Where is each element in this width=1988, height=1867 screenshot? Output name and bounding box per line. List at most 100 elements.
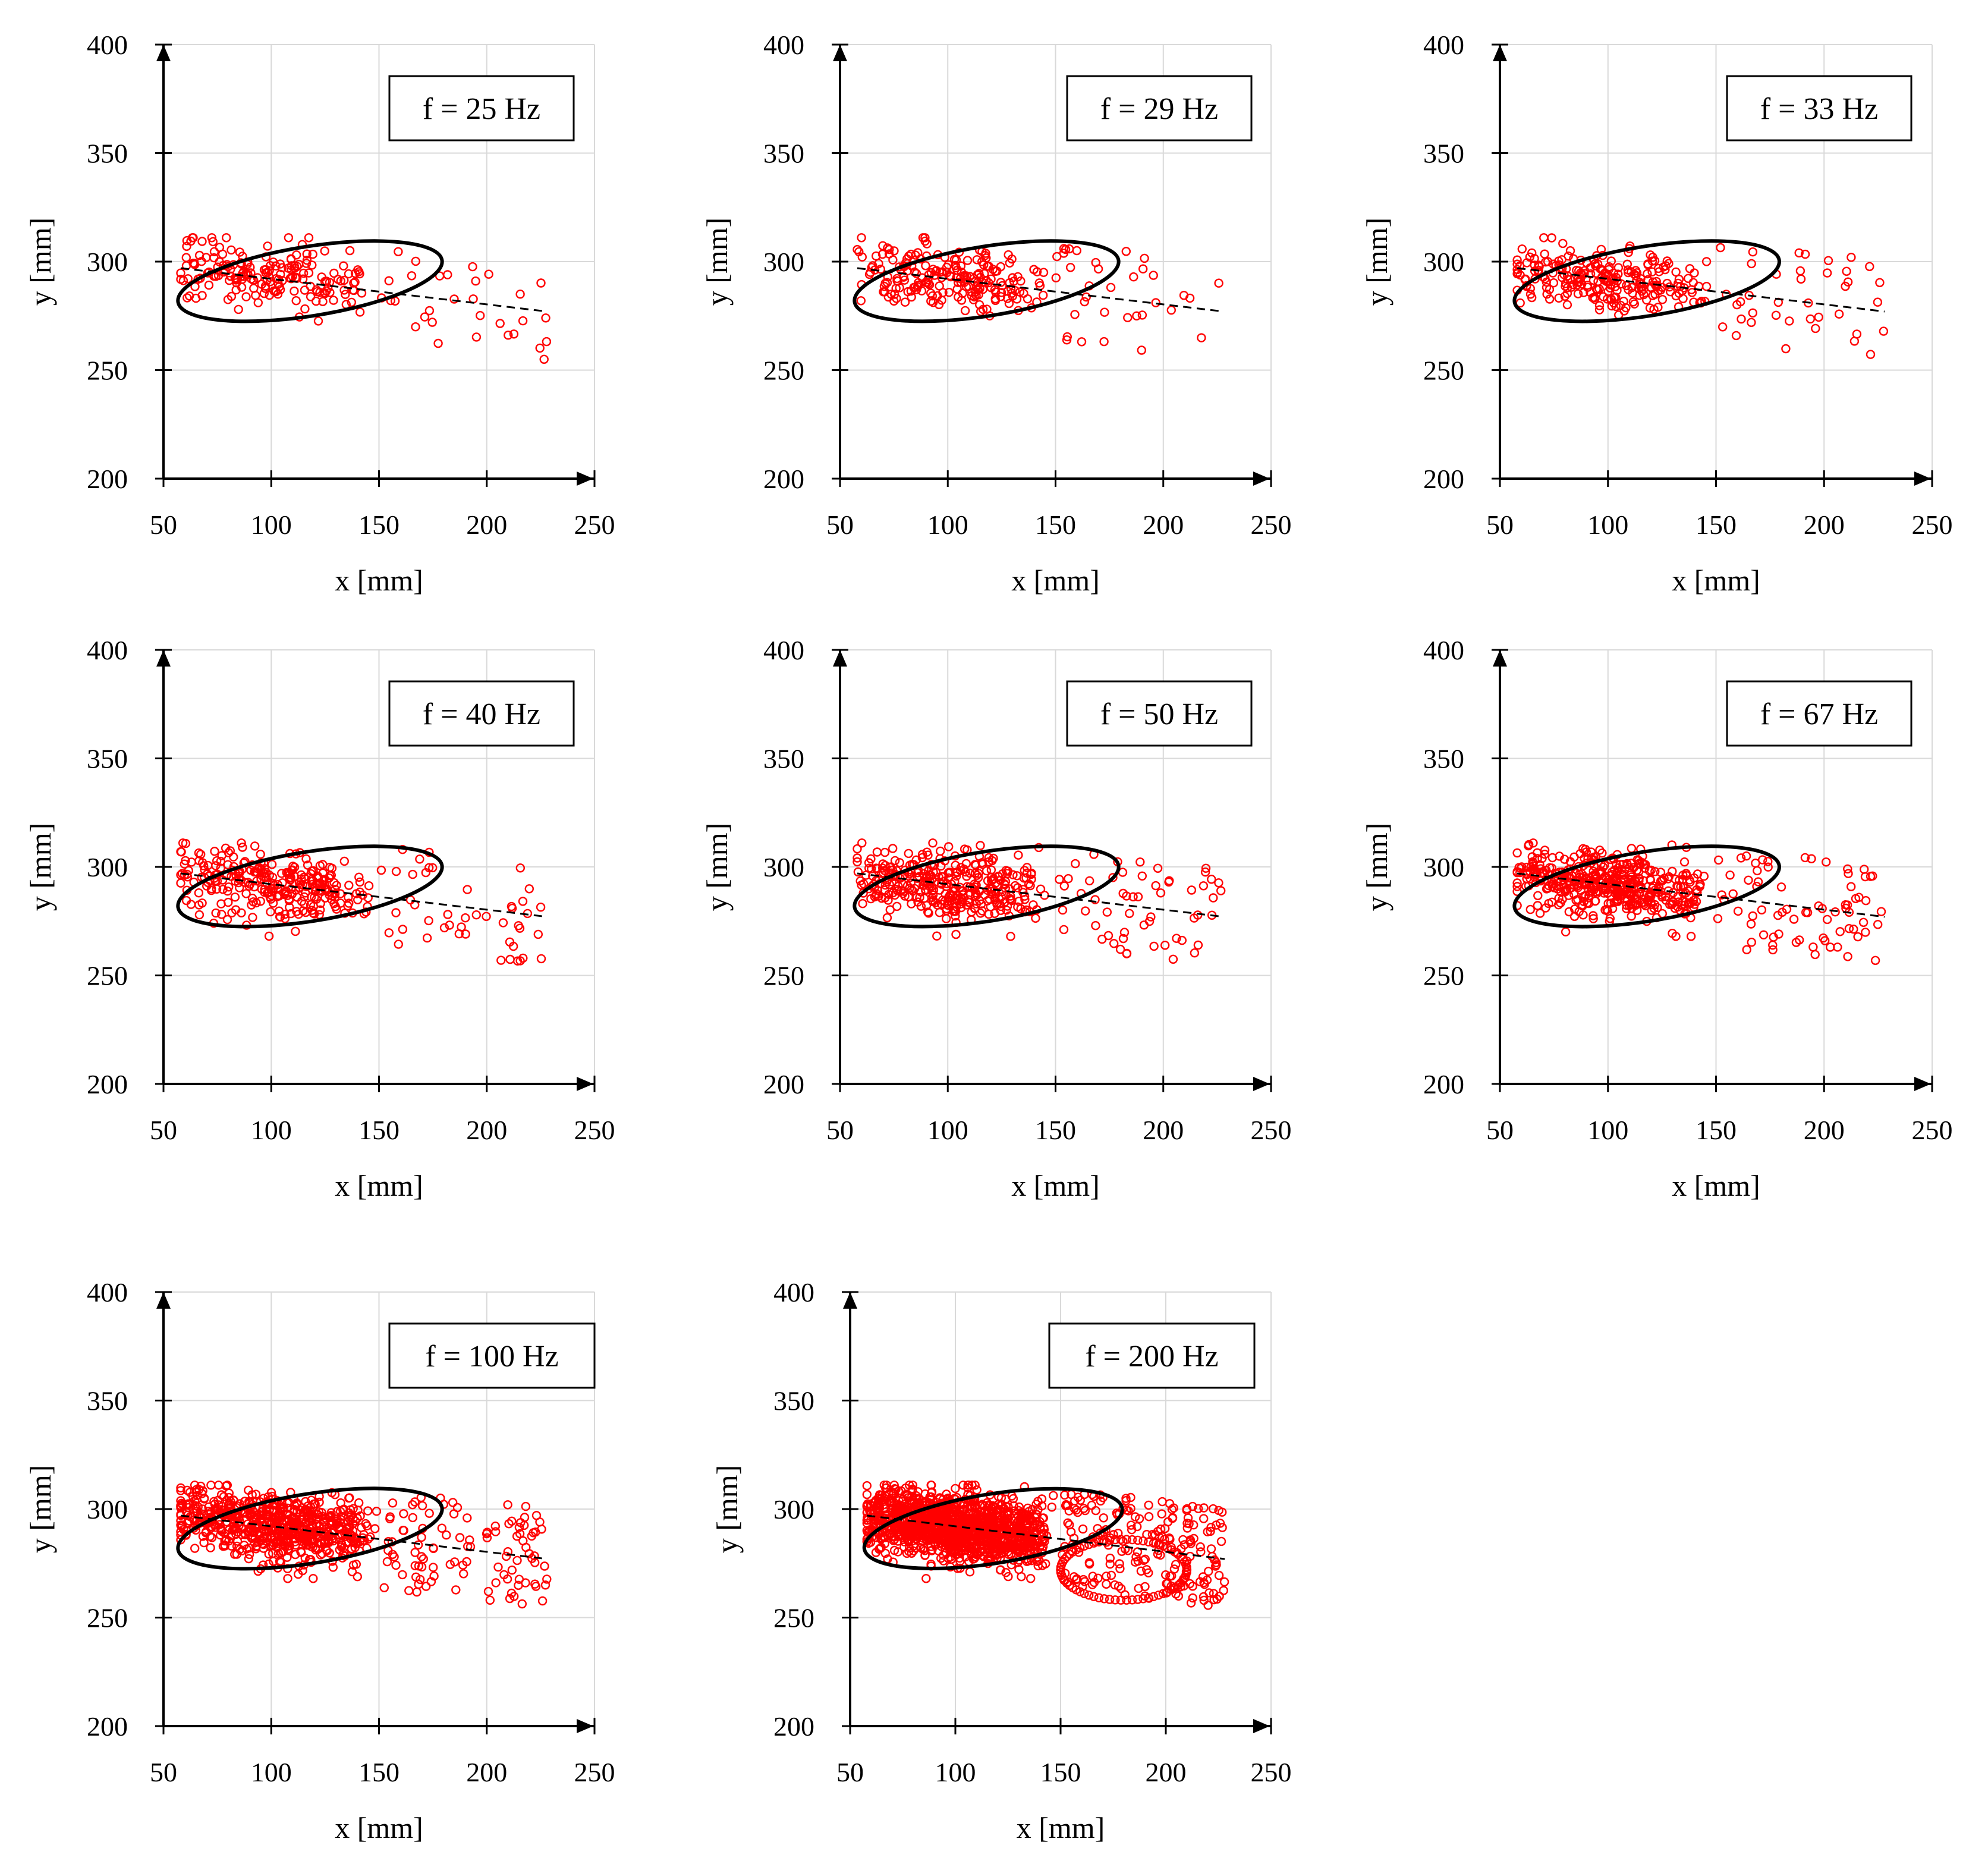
data-point	[1062, 335, 1072, 345]
data-point	[1547, 233, 1556, 243]
data-point	[1558, 238, 1568, 249]
x-tick-label: 200	[466, 510, 507, 540]
data-point	[1196, 1542, 1205, 1552]
data-point	[1588, 914, 1598, 923]
frequency-label: f = 40 Hz	[423, 697, 540, 731]
data-point	[1151, 298, 1160, 307]
data-point	[1590, 872, 1600, 882]
y-tick-label: 300	[763, 852, 804, 882]
data-point	[277, 869, 287, 878]
data-point	[249, 284, 259, 293]
data-point	[900, 297, 910, 307]
data-point	[524, 884, 534, 894]
data-point	[304, 268, 314, 278]
data-point	[1029, 265, 1039, 274]
data-point	[853, 844, 862, 854]
data-point	[853, 857, 862, 867]
data-point	[178, 276, 188, 285]
data-point	[1693, 888, 1702, 897]
data-point	[308, 249, 317, 259]
data-point	[484, 269, 493, 279]
data-point	[965, 868, 974, 878]
x-tick-label: 250	[1251, 1115, 1292, 1145]
data-point	[449, 294, 459, 304]
data-point	[332, 881, 341, 890]
data-point	[1847, 253, 1856, 262]
data-point	[298, 268, 309, 278]
data-point	[1686, 932, 1696, 941]
y-axis-title: y [mm]	[700, 823, 734, 912]
data-point	[1641, 295, 1652, 305]
y-axis-title: y [mm]	[1360, 823, 1394, 912]
data-point	[1843, 277, 1853, 287]
data-point	[1058, 905, 1068, 915]
data-point	[384, 276, 394, 285]
data-point	[888, 255, 898, 265]
data-point	[391, 866, 401, 876]
x-tick-label: 50	[826, 510, 854, 540]
x-axis-title: x [mm]	[335, 1169, 423, 1202]
data-point	[1078, 1524, 1088, 1534]
y-tick-label: 300	[1423, 852, 1464, 882]
data-point	[1801, 907, 1811, 917]
data-point	[471, 910, 481, 920]
data-point	[329, 268, 339, 278]
data-point	[1517, 244, 1527, 254]
data-point	[1668, 928, 1677, 938]
data-point	[1216, 886, 1226, 895]
data-point	[210, 847, 219, 856]
data-point	[253, 298, 263, 307]
data-point	[894, 881, 903, 891]
data-point	[874, 891, 883, 901]
y-axis-arrow	[156, 45, 171, 61]
data-point	[422, 933, 432, 943]
data-point	[428, 863, 438, 873]
data-point	[518, 316, 528, 326]
data-point	[1047, 1503, 1057, 1512]
data-point	[268, 872, 278, 882]
data-point	[261, 265, 270, 275]
data-point	[1530, 254, 1539, 263]
y-tick-label: 200	[763, 464, 804, 494]
y-tick-label: 350	[87, 744, 128, 774]
data-point	[1875, 278, 1885, 287]
data-point	[1168, 954, 1178, 964]
data-point	[853, 853, 862, 863]
data-point	[415, 854, 424, 864]
data-point	[888, 844, 898, 853]
y-tick-label: 300	[1423, 247, 1464, 277]
data-point	[1811, 323, 1820, 334]
data-point	[1648, 884, 1657, 893]
data-point	[1540, 249, 1549, 259]
data-point	[507, 901, 517, 912]
data-point	[234, 304, 243, 315]
data-point	[495, 319, 505, 328]
data-point	[1565, 246, 1575, 256]
data-point	[1515, 261, 1525, 271]
confidence-ellipse	[853, 239, 1121, 323]
y-axis-arrow	[1493, 45, 1507, 61]
data-point	[944, 288, 954, 297]
data-point	[987, 890, 997, 900]
data-point	[1876, 907, 1886, 916]
trend-line	[1517, 267, 1885, 313]
data-point	[313, 316, 323, 326]
data-point	[1611, 301, 1621, 312]
data-point	[964, 897, 973, 907]
data-point	[1646, 889, 1656, 899]
data-point	[1545, 285, 1555, 294]
data-point	[1835, 927, 1845, 936]
data-point	[1612, 276, 1622, 286]
data-point	[1600, 860, 1609, 870]
data-point	[1189, 913, 1199, 923]
data-point	[943, 897, 953, 906]
data-point	[260, 281, 270, 291]
x-axis-title: x [mm]	[1011, 564, 1100, 597]
data-point	[1781, 344, 1791, 354]
data-point	[204, 280, 214, 290]
data-point	[411, 256, 420, 266]
data-point	[256, 875, 266, 885]
data-point	[339, 261, 348, 271]
data-point	[1528, 838, 1538, 848]
